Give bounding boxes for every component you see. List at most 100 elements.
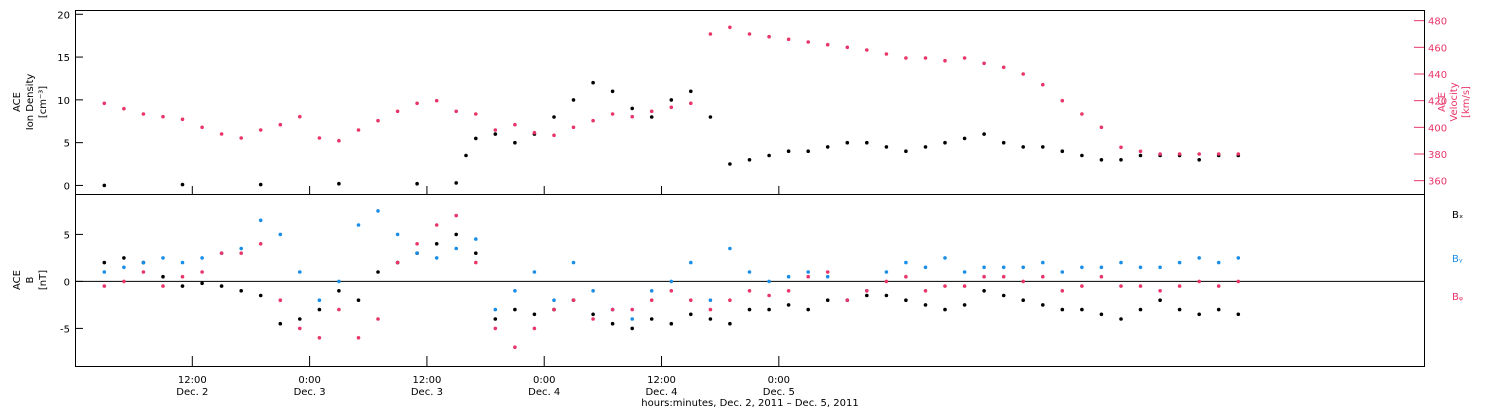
velocity-point bbox=[180, 117, 185, 122]
velocity-point bbox=[728, 25, 732, 30]
velocity-point bbox=[806, 40, 810, 44]
velocity-point bbox=[1080, 112, 1084, 116]
density-point bbox=[708, 115, 713, 119]
Bx-point bbox=[1138, 307, 1143, 312]
Bz-point bbox=[1158, 289, 1162, 293]
density-point bbox=[1080, 153, 1084, 158]
Bx-point bbox=[1060, 307, 1065, 312]
bottom-left-tick-label: 5 bbox=[64, 230, 70, 241]
Bz-point bbox=[806, 274, 810, 279]
By-point bbox=[200, 256, 204, 260]
By-point bbox=[258, 218, 263, 223]
Bz-point bbox=[122, 279, 126, 284]
Bx-point bbox=[161, 274, 165, 279]
velocity-point bbox=[356, 128, 361, 132]
Bz-point bbox=[532, 326, 537, 331]
velocity-point bbox=[552, 133, 556, 138]
By-point bbox=[356, 223, 361, 227]
x-tick-day-label: Dec. 2 bbox=[176, 387, 208, 398]
Bz-point bbox=[1138, 284, 1143, 288]
velocity-point bbox=[1060, 98, 1065, 103]
velocity-point bbox=[200, 125, 204, 130]
Bx-point bbox=[1041, 303, 1045, 307]
density-point bbox=[845, 140, 850, 145]
By-point bbox=[376, 209, 380, 213]
Bz-point bbox=[1099, 274, 1104, 279]
By-point bbox=[1216, 260, 1221, 265]
legend-bz: Bᵩ bbox=[1452, 292, 1463, 303]
x-tick-time-label: 0:00 bbox=[298, 375, 320, 386]
Bz-point bbox=[708, 307, 713, 312]
velocity-point bbox=[376, 118, 380, 123]
velocity-point bbox=[825, 42, 830, 47]
velocity-point bbox=[1236, 152, 1241, 156]
Bz-point bbox=[1197, 279, 1201, 284]
Bz-point bbox=[1021, 279, 1025, 284]
density-point bbox=[180, 182, 185, 187]
Bx-point bbox=[513, 307, 517, 312]
Bz-point bbox=[454, 213, 459, 218]
density-point bbox=[415, 181, 419, 186]
By-point bbox=[454, 246, 459, 251]
By-point bbox=[591, 289, 595, 293]
By-point bbox=[806, 270, 810, 274]
Bz-point bbox=[513, 345, 517, 350]
series-bz bbox=[102, 213, 1241, 350]
density-point bbox=[923, 145, 928, 149]
By-point bbox=[825, 274, 830, 279]
top-left-tick-label: 10 bbox=[57, 96, 70, 107]
Bz-point bbox=[1236, 279, 1241, 284]
Bx-point bbox=[317, 307, 322, 312]
density-point bbox=[102, 183, 107, 188]
Bx-point bbox=[434, 242, 439, 246]
Bz-point bbox=[865, 289, 869, 293]
Bz-point bbox=[474, 260, 478, 265]
density-point bbox=[493, 132, 498, 136]
velocity-point bbox=[1001, 65, 1006, 70]
bottom-left-axis-label-line2: B bbox=[25, 276, 36, 283]
top-left-axis-label-line3: [cm⁻³] bbox=[38, 86, 49, 118]
Bz-point bbox=[884, 279, 889, 284]
series-velocity bbox=[102, 25, 1241, 156]
Bz-point bbox=[767, 293, 771, 298]
velocity-point bbox=[298, 114, 302, 119]
top-right-axis-label-line2: Velocity bbox=[1449, 82, 1460, 121]
Bz-point bbox=[180, 274, 185, 279]
Bx-point bbox=[376, 270, 380, 274]
series-by bbox=[102, 209, 1241, 321]
By-point bbox=[747, 270, 752, 274]
density-point bbox=[513, 140, 517, 145]
By-point bbox=[689, 260, 693, 265]
Bz-point bbox=[102, 284, 107, 288]
Bx-point bbox=[630, 326, 634, 331]
Bz-point bbox=[141, 270, 146, 274]
Bx-point bbox=[747, 307, 752, 312]
density-point bbox=[904, 149, 908, 153]
Bx-point bbox=[1216, 307, 1221, 312]
velocity-point bbox=[337, 138, 341, 143]
top-right-tick-label: 440 bbox=[1428, 70, 1447, 81]
Bx-point bbox=[786, 303, 791, 307]
By-point bbox=[630, 317, 634, 321]
Bx-point bbox=[1236, 312, 1241, 317]
By-point bbox=[141, 260, 146, 265]
By-point bbox=[434, 256, 439, 260]
x-tick-time-label: 12:00 bbox=[647, 375, 676, 386]
top-right-tick-label: 480 bbox=[1428, 17, 1447, 28]
Bz-point bbox=[1060, 289, 1065, 293]
density-point bbox=[649, 115, 654, 119]
density-point bbox=[689, 89, 693, 94]
Bz-point bbox=[904, 274, 908, 279]
velocity-point bbox=[845, 45, 850, 50]
Bx-point bbox=[298, 317, 302, 321]
density-point bbox=[943, 140, 947, 145]
series-ion-density bbox=[102, 80, 1241, 188]
density-point bbox=[610, 89, 615, 94]
velocity-point bbox=[923, 56, 928, 60]
density-point bbox=[1041, 145, 1045, 149]
Bz-point bbox=[571, 298, 576, 303]
Bx-point bbox=[200, 281, 204, 286]
velocity-point bbox=[434, 98, 439, 103]
Bz-point bbox=[630, 307, 634, 312]
